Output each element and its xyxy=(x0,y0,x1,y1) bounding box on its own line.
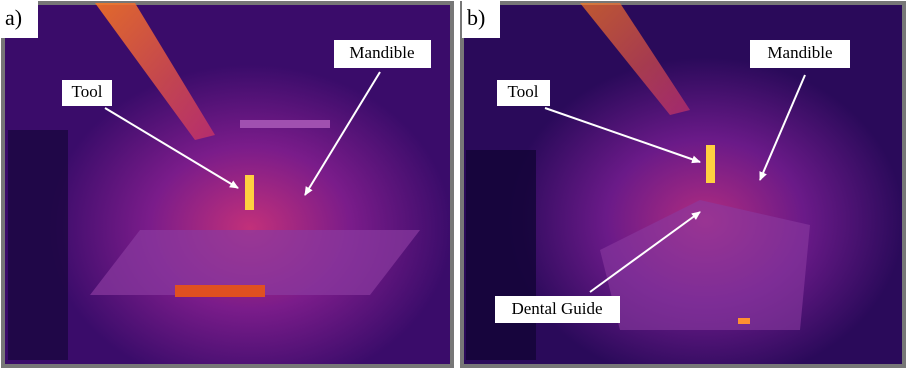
panel-b: b) Mandible Tool Dental Guide xyxy=(462,0,904,366)
annotation: Mandible xyxy=(349,43,414,62)
annotation: Dental Guide xyxy=(511,299,602,318)
panel-label: a) xyxy=(5,5,22,30)
panel-a: a) Mandible Tool xyxy=(0,0,452,366)
annotation: Mandible xyxy=(767,43,832,62)
annotation: Tool xyxy=(72,82,103,101)
panel-label: b) xyxy=(467,5,485,30)
annotation: Tool xyxy=(508,82,539,101)
figure: a) Mandible Tool b) Mandible Tool Dental… xyxy=(0,0,907,369)
